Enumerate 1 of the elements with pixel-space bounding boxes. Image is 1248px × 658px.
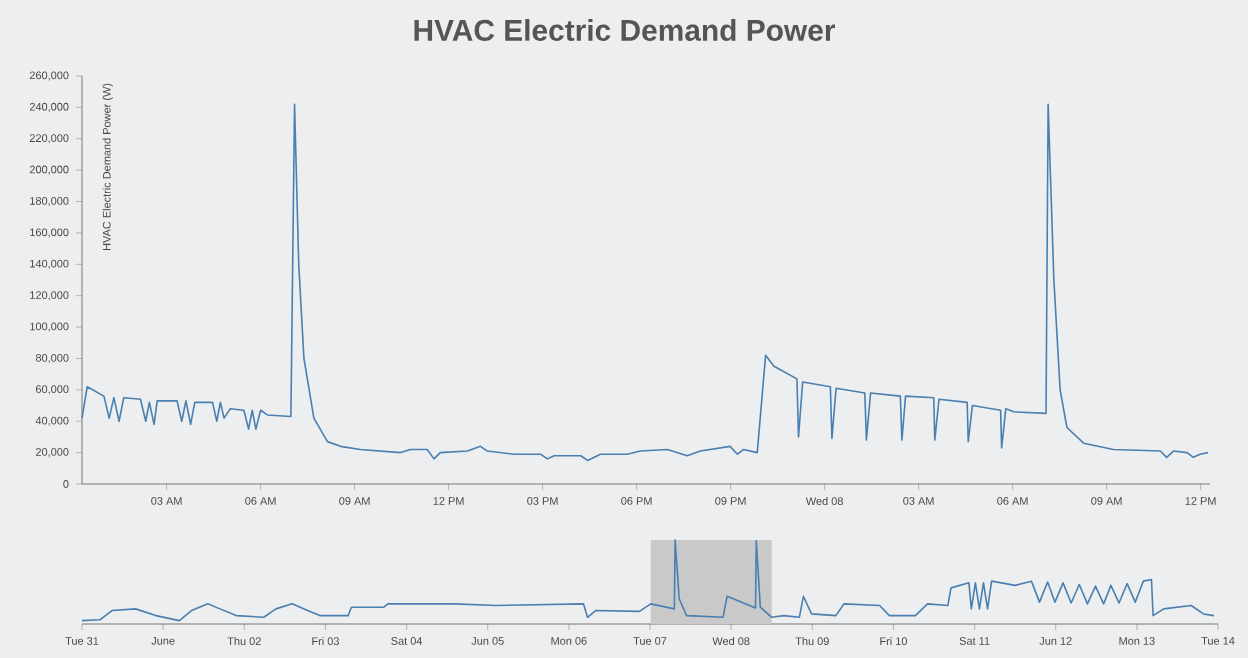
chart-title: HVAC Electric Demand Power [414,19,836,41]
